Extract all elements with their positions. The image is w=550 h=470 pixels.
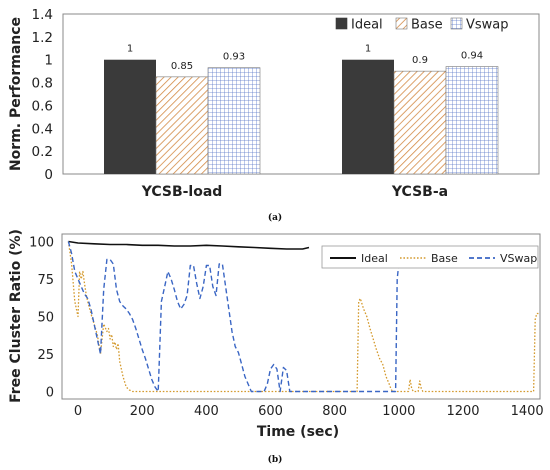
y-tick-label: 0 xyxy=(44,167,53,183)
legend-label-ideal: Ideal xyxy=(361,252,388,265)
legend-label-vswap: Vswap xyxy=(466,18,509,33)
data-label: 0.93 xyxy=(223,52,245,63)
y-tick-label: 1.4 xyxy=(32,7,53,23)
y-tick-label: 0.8 xyxy=(32,76,53,92)
legend-swatch-ideal xyxy=(335,17,348,30)
legend-label-base: Base xyxy=(411,18,443,33)
x-tick-label: 200 xyxy=(130,404,155,419)
series-line-vswap xyxy=(67,241,406,393)
y-tick-label: 0.2 xyxy=(32,144,53,160)
x-tick-label: 1400 xyxy=(511,404,544,419)
bar-vswap-ycsb-a xyxy=(445,66,499,175)
series-line-base xyxy=(67,241,540,393)
y-tick-label: 50 xyxy=(37,311,54,326)
x-tick-label: 400 xyxy=(194,404,219,419)
y-ticks-b: 0 25 50 75 100 xyxy=(29,236,54,401)
data-label: 0.9 xyxy=(412,55,428,66)
legend-label-base: Base xyxy=(431,252,458,265)
legend-label-vswap: VSwap xyxy=(500,252,537,265)
x-tick-label: 0 xyxy=(74,404,82,419)
line-chart-b: Free Cluster Ratio (%) Time (sec) 0 25 50 7… xyxy=(8,229,544,465)
data-label: 1 xyxy=(127,44,133,55)
y-tick-label: 100 xyxy=(29,236,54,251)
y-tick-label: 0.6 xyxy=(32,98,53,114)
data-label: 1 xyxy=(365,44,371,55)
legend-a: Ideal Base Vswap xyxy=(335,17,509,33)
series-line-ideal xyxy=(68,240,310,250)
bar-ideal-ycsb-a xyxy=(342,59,394,174)
bar-ideal-ycsb-load xyxy=(104,59,156,174)
bars-a: 1 0.85 0.93 1 0.9 0.94 xyxy=(104,44,499,175)
legend-label-ideal: Ideal xyxy=(351,18,383,33)
data-label: 0.94 xyxy=(461,51,483,62)
bar-vswap-ycsb-load xyxy=(207,67,261,175)
bar-base-ycsb-a xyxy=(393,70,447,175)
lines-b xyxy=(67,240,540,393)
plot-frame-b xyxy=(61,233,541,400)
y-tick-label: 75 xyxy=(37,273,54,288)
y-axis-label-b: Free Cluster Ratio (%) xyxy=(8,229,24,403)
caption-b: (b) xyxy=(268,454,283,465)
y-axis-label-a: Norm. Performance xyxy=(8,17,24,171)
category-labels-a: YCSB-load YCSB-a xyxy=(141,184,448,200)
y-tick-label: 1 xyxy=(44,53,53,69)
x-tick-label: 1200 xyxy=(446,404,479,419)
category-label: YCSB-a xyxy=(391,184,448,200)
legend-b: Ideal Base VSwap xyxy=(321,245,539,269)
y-tick-label: 0 xyxy=(46,386,54,401)
legend-swatch-vswap xyxy=(450,17,463,30)
y-tick-label: 0.4 xyxy=(32,121,53,137)
legend-box xyxy=(321,245,539,269)
bar-chart-a: Norm. Performance 0 0.2 0.4 0.6 0.8 1 1.2 1.4 1… xyxy=(8,7,540,223)
y-tick-label: 1.2 xyxy=(32,30,53,46)
x-tick-label: 1000 xyxy=(382,404,415,419)
y-ticks-a: 0 0.2 0.4 0.6 0.8 1 1.2 1.4 xyxy=(32,7,53,183)
plot-frame-a xyxy=(62,13,540,175)
bar-base-ycsb-load xyxy=(155,76,209,175)
data-label: 0.85 xyxy=(171,61,193,72)
x-tick-label: 800 xyxy=(322,404,347,419)
category-label: YCSB-load xyxy=(141,184,223,200)
x-tick-label: 600 xyxy=(258,404,283,419)
caption-a: (a) xyxy=(268,212,282,223)
legend-swatch-base xyxy=(395,17,408,30)
x-axis-label-b: Time (sec) xyxy=(257,424,339,440)
y-tick-label: 25 xyxy=(37,348,54,363)
x-ticks-b: 0 200 400 600 800 1000 1200 1400 xyxy=(74,404,544,419)
